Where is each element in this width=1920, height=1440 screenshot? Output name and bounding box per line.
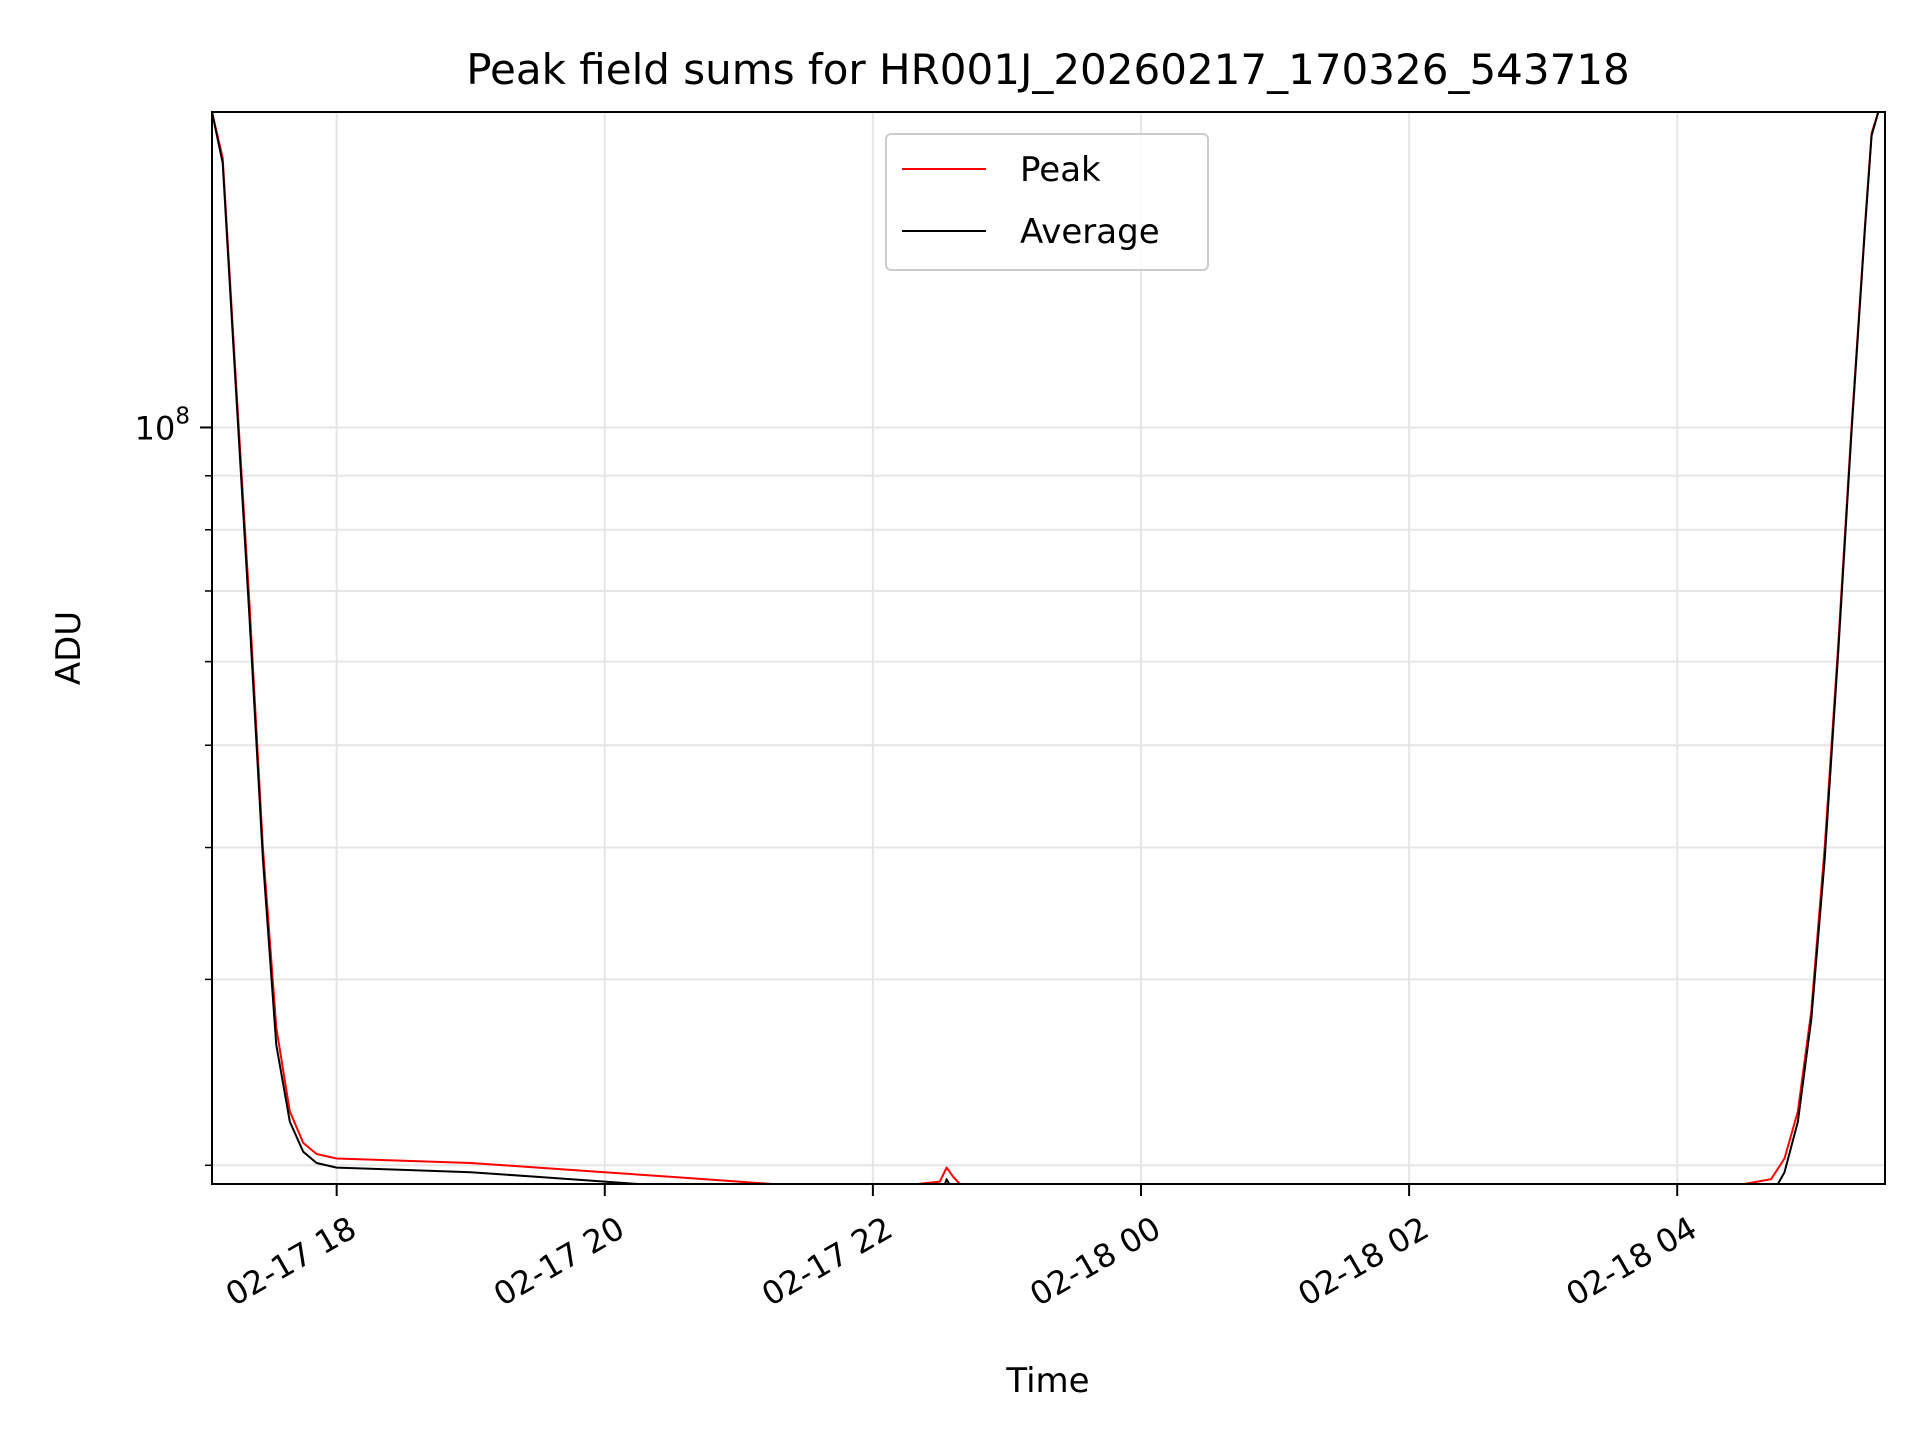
x-axis-label: Time	[1005, 1361, 1089, 1401]
series-layer	[212, 112, 1885, 1184]
legend: Peak Average	[885, 133, 1209, 271]
chart-title: Peak field sums for HR001J_20260217_1703…	[466, 45, 1630, 94]
y-axis-label: ADU	[49, 611, 89, 685]
legend-label-peak: Peak	[1020, 150, 1101, 190]
series-line-average	[212, 112, 1885, 1184]
series-line-peak	[212, 112, 1885, 1184]
grid	[212, 112, 1885, 1184]
y-tick-label: 108	[135, 403, 190, 447]
plot-frame	[211, 111, 1886, 1185]
legend-label-average: Average	[1020, 212, 1160, 252]
